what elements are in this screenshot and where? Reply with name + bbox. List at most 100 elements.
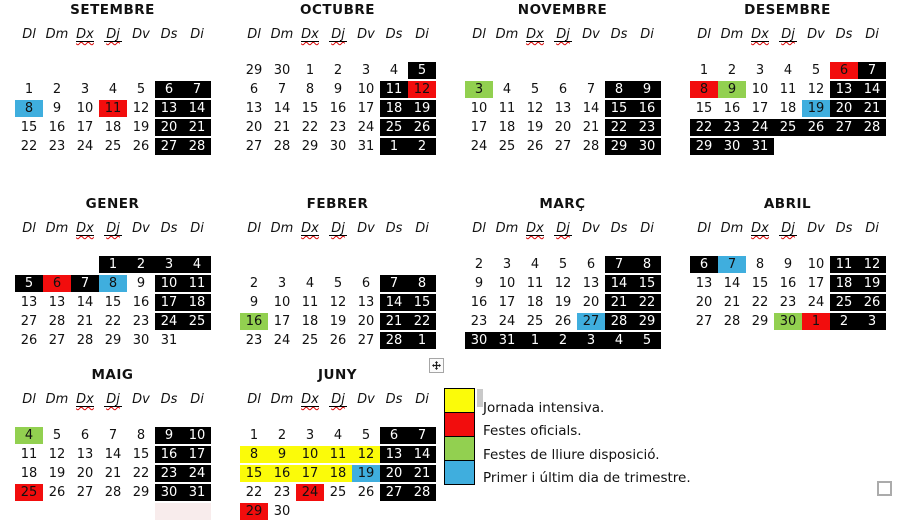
day-header-label: Dl [22, 27, 36, 42]
day-cell: 4 [108, 82, 118, 97]
day-cell: 24 [76, 139, 94, 154]
day-cell-highlight: 26 [858, 294, 886, 311]
day-cell: 13 [554, 101, 572, 116]
day-header-row: Dl Dm Dx Dj Dv Ds Di [0, 221, 225, 237]
day-cell-highlight: 7 [858, 62, 886, 79]
day-cell-highlight: 14 [408, 446, 436, 463]
day-cell [15, 503, 43, 520]
week-row: 26 27 28 29 30 31 [15, 332, 225, 349]
day-cell: 23 [48, 139, 66, 154]
day-cell: 21 [104, 466, 122, 481]
week-row: 20 21 22 23 24 25 26 [690, 294, 900, 311]
day-cell: 9 [249, 295, 259, 310]
day-cell: 15 [104, 295, 122, 310]
week-row: 8 9 10 11 12 13 14 [240, 446, 450, 463]
day-header: Dj [99, 392, 127, 408]
day-cell-highlight: 2 [830, 313, 858, 330]
day-header: Dx [296, 221, 324, 237]
day-cell-highlight: 9 [633, 81, 661, 98]
day-cell-highlight: 11 [830, 256, 858, 273]
week-row: 22 23 24 25 26 27 28 [240, 484, 450, 501]
table-move-handle-icon[interactable] [429, 358, 444, 373]
day-cell-highlight: 31 [746, 138, 774, 155]
day-cell-highlight: 18 [830, 275, 858, 292]
month-abril: ABRIL Dl Dm Dx Dj Dv Ds Di 6 7 8 9 10 11 12 13 14 15 16 17 1… [675, 185, 900, 360]
day-header-label: Dm [45, 221, 69, 236]
day-cell: 1 [699, 63, 709, 78]
day-header: Dj [549, 221, 577, 237]
day-header-label: Dl [247, 392, 261, 407]
day-header-label: Dm [270, 27, 294, 42]
day-cell: 15 [301, 101, 319, 116]
day-cell-highlight: 5 [15, 275, 43, 292]
day-header: Dm [43, 221, 71, 237]
month-weeks: 6 7 8 9 10 11 12 13 14 15 16 17 18 19 20 21 22 23 24 25 26 27… [675, 256, 900, 330]
day-cell: 5 [333, 276, 343, 291]
day-header-label: Di [190, 27, 204, 42]
day-header: Di [183, 27, 211, 43]
day-cell: 27 [76, 485, 94, 500]
day-cell: 23 [779, 295, 797, 310]
month-maig: MAIG Dl Dm Dx Dj Dv Ds Di 4 5 6 7 8 9 10 11 12 13 14 15 16 17… [0, 360, 225, 527]
month-title: JUNY [317, 367, 358, 383]
day-cell-highlight: 5 [408, 62, 436, 79]
day-header: Di [408, 221, 436, 237]
day-cell: 22 [301, 120, 319, 135]
day-header-label: Ds [160, 221, 178, 236]
day-header: Dj [324, 27, 352, 43]
day-cell: 27 [357, 333, 375, 348]
day-cell: 26 [20, 333, 38, 348]
day-header: Dj [774, 27, 802, 43]
day-cell: 26 [329, 333, 347, 348]
day-cell-highlight: 2 [408, 138, 436, 155]
month-title: SETEMBRE [70, 2, 155, 18]
day-cell: 11 [498, 101, 516, 116]
day-cell-highlight: 21 [858, 100, 886, 117]
day-header: Ds [605, 221, 633, 237]
day-cell-highlight: 8 [408, 275, 436, 292]
table-resize-handle-icon[interactable] [877, 481, 892, 496]
day-cell-highlight: 28 [408, 484, 436, 501]
week-row: 29 30 [240, 503, 450, 520]
day-cell: 22 [751, 295, 769, 310]
day-header-label: Dl [472, 27, 486, 42]
week-row: 8 9 10 11 12 13 14 [690, 81, 900, 98]
day-cell-highlight: 8 [240, 446, 268, 463]
day-cell-highlight: 3 [155, 256, 183, 273]
day-cell: 2 [249, 276, 259, 291]
day-header: Ds [380, 221, 408, 237]
day-header-label: Dl [22, 221, 36, 236]
day-cell [43, 256, 71, 273]
day-cell: 20 [357, 314, 375, 329]
day-cell: 13 [357, 295, 375, 310]
week-row: 17 18 19 20 21 22 23 [465, 119, 675, 136]
day-cell: 15 [132, 447, 150, 462]
day-cell-highlight: 9 [718, 81, 746, 98]
day-cell: 11 [779, 82, 797, 97]
day-cell: 6 [361, 276, 371, 291]
day-cell: 5 [558, 257, 568, 272]
month-weeks: 1 2 3 4 5 6 7 8 9 10 11 12 13 14 15 16 17 18 19 20 21 22 23 24 2… [0, 62, 225, 155]
day-header-label: Dv [582, 221, 600, 236]
day-header-label: Dl [697, 221, 711, 236]
month-juny: JUNY Dl Dm Dx Dj Dv Ds Di 1 2 3 4 5 6 7 8 9 10 11 12 13 14 15 1… [225, 360, 450, 527]
week-row: 15 16 17 18 19 20 21 [240, 465, 450, 482]
day-cell-highlight: 30 [465, 332, 493, 349]
day-cell: 20 [76, 466, 94, 481]
day-cell-highlight: 24 [183, 465, 211, 482]
day-cell-highlight: 14 [183, 100, 211, 117]
day-cell-highlight: 18 [183, 294, 211, 311]
day-cell: 18 [301, 314, 319, 329]
day-cell-highlight: 6 [43, 275, 71, 292]
week-row: 6 7 8 9 10 11 12 [240, 81, 450, 98]
day-cell-highlight: 1 [521, 332, 549, 349]
day-cell-highlight: 13 [830, 81, 858, 98]
day-cell: 3 [755, 63, 765, 78]
day-header-label: Dl [472, 221, 486, 236]
day-cell: 21 [76, 314, 94, 329]
day-cell-highlight: 8 [690, 81, 718, 98]
day-cell: 29 [104, 333, 122, 348]
day-cell-highlight: 24 [296, 484, 324, 501]
